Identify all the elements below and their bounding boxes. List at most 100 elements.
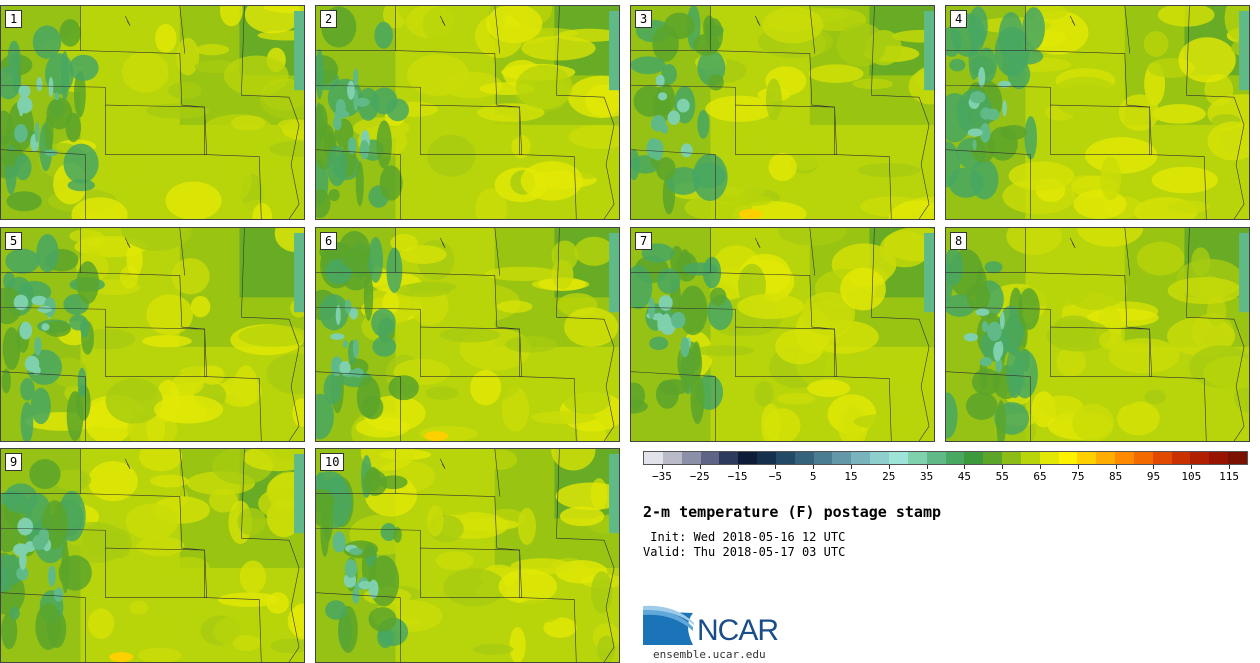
colorbar-cell	[1039, 452, 1059, 464]
member-label: 5	[5, 232, 23, 250]
colorbar-cell	[662, 452, 682, 464]
colorbar-tick	[1191, 465, 1193, 469]
temperature-map	[1, 228, 304, 441]
temperature-map	[946, 228, 1249, 441]
ensemble-member-panel: 1	[0, 5, 305, 220]
colorbar-tick	[964, 465, 966, 469]
ncar-logo-icon	[643, 605, 694, 645]
colorbar-cell	[644, 452, 663, 464]
init-time: Init: Wed 2018-05-16 12 UTC	[643, 530, 846, 544]
colorbar-cell	[775, 452, 795, 464]
colorbar-tick	[775, 465, 777, 469]
colorbar-cell	[1002, 452, 1021, 464]
member-label: 1	[5, 10, 23, 28]
ensemble-member-panel: 7	[630, 227, 935, 442]
valid-time: Valid: Thu 2018-05-17 03 UTC	[643, 545, 846, 559]
colorbar-tick-label: −5	[768, 470, 782, 483]
chart-title: 2-m temperature (F) postage stamp	[643, 503, 942, 521]
colorbar-cell	[1228, 452, 1247, 464]
temperature-map	[316, 228, 619, 441]
colorbar-cell	[813, 452, 833, 464]
colorbar-tick-label: 85	[1109, 470, 1123, 483]
colorbar-tick	[1077, 465, 1079, 469]
member-label: 6	[320, 232, 338, 250]
colorbar-cell	[1115, 452, 1134, 464]
colorbar-tick-label: 105	[1181, 470, 1202, 483]
member-label: 7	[635, 232, 653, 250]
colorbar-cell	[983, 452, 1003, 464]
ensemble-member-panel: 10	[315, 448, 620, 663]
colorbar-cell	[794, 452, 814, 464]
colorbar-tick	[1002, 465, 1004, 469]
colorbar-cell	[1077, 452, 1097, 464]
colorbar-tick-label: 5	[809, 470, 817, 483]
ensemble-member-panel: 5	[0, 227, 305, 442]
colorbar-tick-label: −35	[651, 470, 672, 483]
member-label: 3	[635, 10, 653, 28]
member-label: 9	[5, 453, 23, 471]
colorbar-cell	[738, 452, 758, 464]
ensemble-member-panel: 4	[945, 5, 1250, 220]
colorbar-tick-label: 95	[1146, 470, 1161, 483]
colorbar-cell	[926, 452, 946, 464]
colorbar-tick	[737, 465, 739, 469]
colorbar-cell	[1190, 452, 1210, 464]
member-label: 4	[950, 10, 968, 28]
temperature-map	[316, 6, 619, 219]
colorbar-cell	[719, 452, 739, 464]
colorbar-cell	[1133, 452, 1153, 464]
colorbar-tick	[850, 465, 852, 469]
colorbar-tick-label: 55	[995, 470, 1009, 483]
colorbar-cell	[1058, 452, 1078, 464]
ensemble-member-panel: 8	[945, 227, 1250, 442]
colorbar-cell	[1209, 452, 1229, 464]
colorbar-tick	[888, 465, 890, 469]
colorbar-cell	[851, 452, 871, 464]
colorbar-tick-label: 25	[882, 470, 896, 483]
temperature-map	[1, 449, 304, 662]
temperature-map	[1, 6, 304, 219]
colorbar-cell	[1171, 452, 1191, 464]
colorbar-tick-label: −25	[689, 470, 710, 483]
colorbar-cell	[700, 452, 720, 464]
colorbar-tick-label: 115	[1219, 470, 1240, 483]
temperature-map	[316, 449, 619, 662]
colorbar-cell	[1096, 452, 1116, 464]
member-label: 8	[950, 232, 968, 250]
ensemble-member-panel: 9	[0, 448, 305, 663]
logo-url: ensemble.ucar.edu	[653, 648, 766, 661]
colorbar-tick	[926, 465, 928, 469]
colorbar-tick-label: 15	[844, 470, 858, 483]
colorbar-tick	[1229, 465, 1231, 469]
ensemble-member-panel: 2	[315, 5, 620, 220]
colorbar-tick-label: 65	[1033, 470, 1047, 483]
colorbar-cell	[1152, 452, 1172, 464]
colorbar-tick-label: −15	[727, 470, 748, 483]
colorbar-tick	[699, 465, 701, 469]
colorbar-cell	[907, 452, 927, 464]
temperature-map	[631, 228, 934, 441]
member-label: 10	[320, 453, 345, 471]
colorbar-cell	[757, 452, 776, 464]
colorbar-cell	[964, 452, 984, 464]
colorbar-tick	[661, 465, 663, 469]
colorbar	[643, 451, 1248, 465]
colorbar-cell	[832, 452, 852, 464]
colorbar-cell	[888, 452, 908, 464]
colorbar-cell	[870, 452, 889, 464]
temperature-map	[946, 6, 1249, 219]
colorbar-tick-label: 35	[919, 470, 934, 483]
temperature-map	[631, 6, 934, 219]
colorbar-cell	[945, 452, 965, 464]
colorbar-cell	[681, 452, 701, 464]
colorbar-tick-label: 75	[1071, 470, 1085, 483]
member-label: 2	[320, 10, 338, 28]
ensemble-member-panel: 3	[630, 5, 935, 220]
colorbar-tick	[1115, 465, 1117, 469]
logo-text: NCAR	[697, 614, 779, 647]
colorbar-tick-label: 45	[957, 470, 972, 483]
colorbar-ticks: −35 −25 −15 −5 5 15 25 35 45 55 65 75 85 95 105 115	[643, 465, 1248, 487]
colorbar-tick	[813, 465, 815, 469]
ensemble-member-panel: 6	[315, 227, 620, 442]
colorbar-tick	[1153, 465, 1155, 469]
